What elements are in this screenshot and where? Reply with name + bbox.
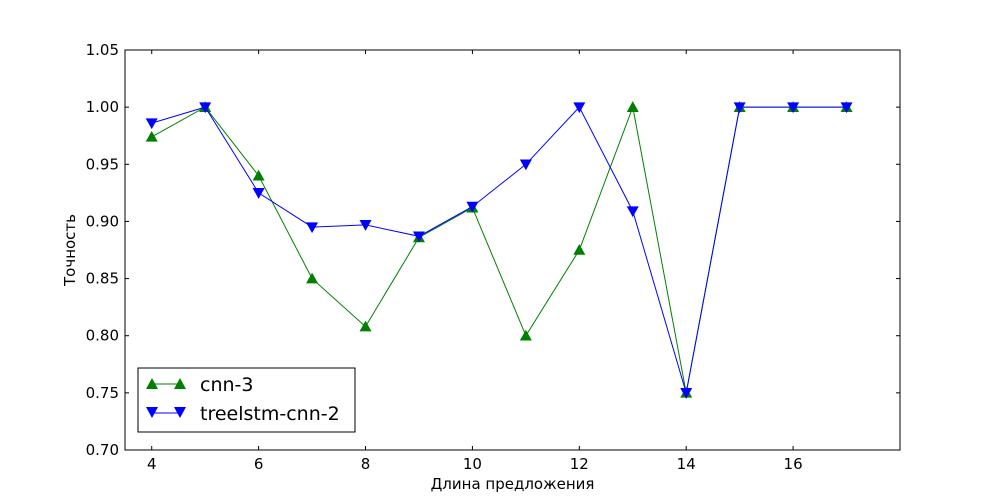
data-point-treelstm-cnn-2 <box>840 102 853 114</box>
data-point-treelstm-cnn-2 <box>306 222 319 234</box>
data-point-cnn-3 <box>145 130 158 142</box>
data-point-cnn-3 <box>519 329 532 341</box>
data-point-treelstm-cnn-2 <box>519 159 532 171</box>
legend: cnn-3 treelstm-cnn-2 <box>137 367 356 433</box>
series-layer <box>145 101 853 399</box>
legend-marker-treelstm-cnn-2 <box>146 407 158 418</box>
y-tick-label: 0.95 <box>86 155 119 173</box>
plot-frame <box>124 49 901 451</box>
y-tick-label: 0.90 <box>86 212 119 230</box>
y-axis-title: Точность <box>61 214 79 287</box>
data-point-treelstm-cnn-2 <box>359 220 372 231</box>
x-tick-label: 6 <box>254 455 264 473</box>
legend-marker-treelstm-cnn-2-end <box>174 407 186 418</box>
x-tick-label: 10 <box>463 455 482 473</box>
series-line-treelstm-cnn-2 <box>151 106 847 394</box>
x-tick-label: 8 <box>361 455 371 473</box>
y-tick-label: 1.05 <box>86 41 119 59</box>
y-tick-label: 0.70 <box>86 441 119 459</box>
data-point-treelstm-cnn-2 <box>573 102 586 114</box>
x-tick-label: 14 <box>677 455 696 473</box>
x-axis-ticks: 4 6 8 10 12 14 16 <box>147 50 803 473</box>
y-tick-label: 0.85 <box>86 270 119 288</box>
legend-marker-cnn-3 <box>146 378 158 389</box>
y-tick-label: 1.00 <box>86 98 119 116</box>
legend-label-cnn-3: cnn-3 <box>200 374 253 396</box>
data-point-cnn-3 <box>252 169 265 181</box>
x-tick-label: 12 <box>570 455 589 473</box>
legend-marker-cnn-3-end <box>174 378 186 389</box>
y-tick-label: 0.75 <box>86 384 119 402</box>
data-point-treelstm-cnn-2 <box>145 118 158 130</box>
data-point-treelstm-cnn-2 <box>199 102 212 114</box>
x-axis-title: Длина предложения <box>431 475 595 493</box>
data-point-cnn-3 <box>359 320 372 332</box>
y-axis-ticks: 0.70 0.75 0.80 0.85 0.90 0.95 1.00 1.05 <box>86 41 900 459</box>
data-point-cnn-3 <box>306 272 319 284</box>
data-point-cnn-3 <box>573 244 586 255</box>
legend-box <box>137 367 356 433</box>
data-point-treelstm-cnn-2 <box>680 388 693 399</box>
x-tick-label: 16 <box>784 455 803 473</box>
legend-label-treelstm-cnn-2: treelstm-cnn-2 <box>200 403 340 425</box>
y-tick-label: 0.80 <box>86 327 119 345</box>
data-point-cnn-3 <box>626 101 639 112</box>
x-tick-label: 4 <box>147 455 157 473</box>
data-point-treelstm-cnn-2 <box>626 206 639 218</box>
data-point-treelstm-cnn-2 <box>733 102 746 114</box>
data-point-treelstm-cnn-2 <box>787 102 800 114</box>
data-point-treelstm-cnn-2 <box>466 201 479 213</box>
data-point-treelstm-cnn-2 <box>252 188 265 199</box>
data-point-treelstm-cnn-2 <box>412 231 425 243</box>
